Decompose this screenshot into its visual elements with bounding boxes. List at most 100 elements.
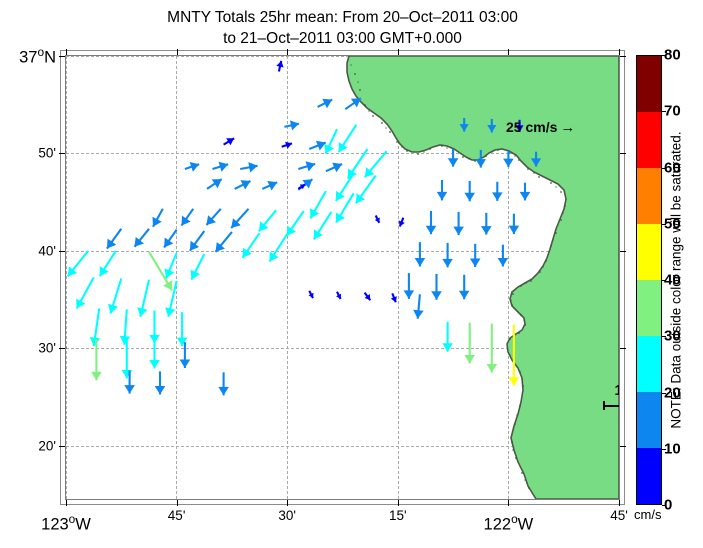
y-tick-3-left [59,348,65,350]
colorbar-gradient[interactable] [636,55,662,505]
y-tick-3-right [620,348,626,350]
current-vector [276,60,284,72]
x-axis-label-4: 122oW [483,512,534,534]
gridline-lat-50 [66,153,619,154]
current-vector [164,252,178,279]
x-axis-label-3: 15' [389,508,407,523]
vector-scale-reference: 25 cm/s → [506,119,575,135]
current-vector [308,290,314,299]
colorbar-tick-70 [662,111,666,113]
current-vector [179,342,191,368]
current-vector [458,274,470,300]
colorbar-tick-80 [662,55,666,56]
current-vector [508,324,520,386]
y-axis-label-0: 37oN [19,44,56,67]
california-land [346,56,619,499]
current-vector-field[interactable] [66,56,619,499]
current-vector [363,291,372,301]
current-vector [464,322,475,364]
colorbar-ticklabel-10: 10 [664,440,681,458]
distance-scale-bar: 10 km [599,383,619,410]
x-tick-2-bottom [287,500,289,506]
colorbar[interactable]: 80 70 60 50 40 30 20 10 0 [636,47,681,514]
current-vector [324,128,338,155]
current-vector [442,321,453,352]
colorbar-ticklabel-50: 50 [664,215,681,233]
current-vector [285,210,305,237]
vector-scale-arrow-icon: → [560,119,576,136]
y-axis-label-1: 50' [38,145,56,161]
colorbar-tick-0 [662,505,666,506]
title-line-2: to 21–Oct–2011 03:00 GMT+0.000 [223,29,462,47]
current-vector [363,150,388,178]
current-vector [312,211,333,240]
land-polygon [66,56,619,499]
current-vector [106,228,123,250]
current-vector [497,244,509,267]
current-vector [154,371,166,395]
current-vector [403,273,415,299]
current-vector [355,174,377,204]
map-axes[interactable]: 25 cm/s→ 10 km [59,49,626,506]
title-line-1: MNTY Totals 25hr mean: From 20–Oct–2011 … [167,9,518,26]
current-vector [133,228,150,248]
y-axis-labels: 37oN 50' 40' 30' 20' [0,0,56,548]
vector-scale-label: 25 cm/s [506,119,558,135]
current-vector [165,280,178,318]
current-vector [390,293,397,303]
current-vector [261,180,278,191]
current-vector [149,341,160,369]
current-vector [223,137,235,146]
map-viewport[interactable]: 25 cm/s→ 10 km [66,56,619,499]
current-vector [184,162,200,172]
current-vector [337,124,358,153]
colorbar-tick-20 [662,392,666,394]
colorbar-ticklabel-0: 0 [664,496,673,514]
current-vector [214,231,233,253]
current-vector [212,161,229,172]
x-axis-label-5: 45' [610,508,628,523]
current-vector [89,308,101,347]
colorbar-band-4 [637,280,661,336]
colorbar-tick-50 [662,223,666,225]
current-vector [335,172,355,202]
current-vector [91,339,102,381]
current-vector [137,279,151,318]
current-vector [475,149,486,168]
current-vector [66,250,89,278]
colorbar-band-6 [637,392,661,448]
current-vector [481,212,492,235]
colorbar-tick-40 [662,280,666,281]
colorbar-note: NOTE: Data outside color range will be s… [668,131,684,429]
y-tick-0-left [59,56,65,57]
current-vector [519,182,531,201]
colorbar-ticklabel-30: 30 [664,327,681,345]
current-vector [218,372,229,396]
current-vector [108,278,123,314]
x-tick-3-bottom [397,500,399,506]
current-vector [503,150,514,168]
current-vector [258,209,277,232]
current-vector [240,162,258,173]
gridline-lon-122w [508,56,509,499]
current-vector [98,250,117,277]
current-vector [284,120,300,131]
current-vector [268,233,289,263]
colorbar-tick-30 [662,336,666,338]
colorbar-tick-10 [662,448,666,450]
gridline-lat-30 [66,348,619,349]
gridline-lat-20 [66,446,619,447]
current-vector [374,215,381,224]
x-tick-5-top [619,49,620,55]
current-vector [230,208,250,229]
current-vector [190,253,206,281]
current-vector [398,217,405,227]
colorbar-ticklabel-80: 80 [664,46,681,64]
gridline-lon-3030 [287,56,288,499]
current-vector [180,208,195,227]
current-vector [325,162,343,173]
y-tick-2-right [620,250,626,252]
current-vector [431,274,442,300]
current-vector [425,211,437,235]
